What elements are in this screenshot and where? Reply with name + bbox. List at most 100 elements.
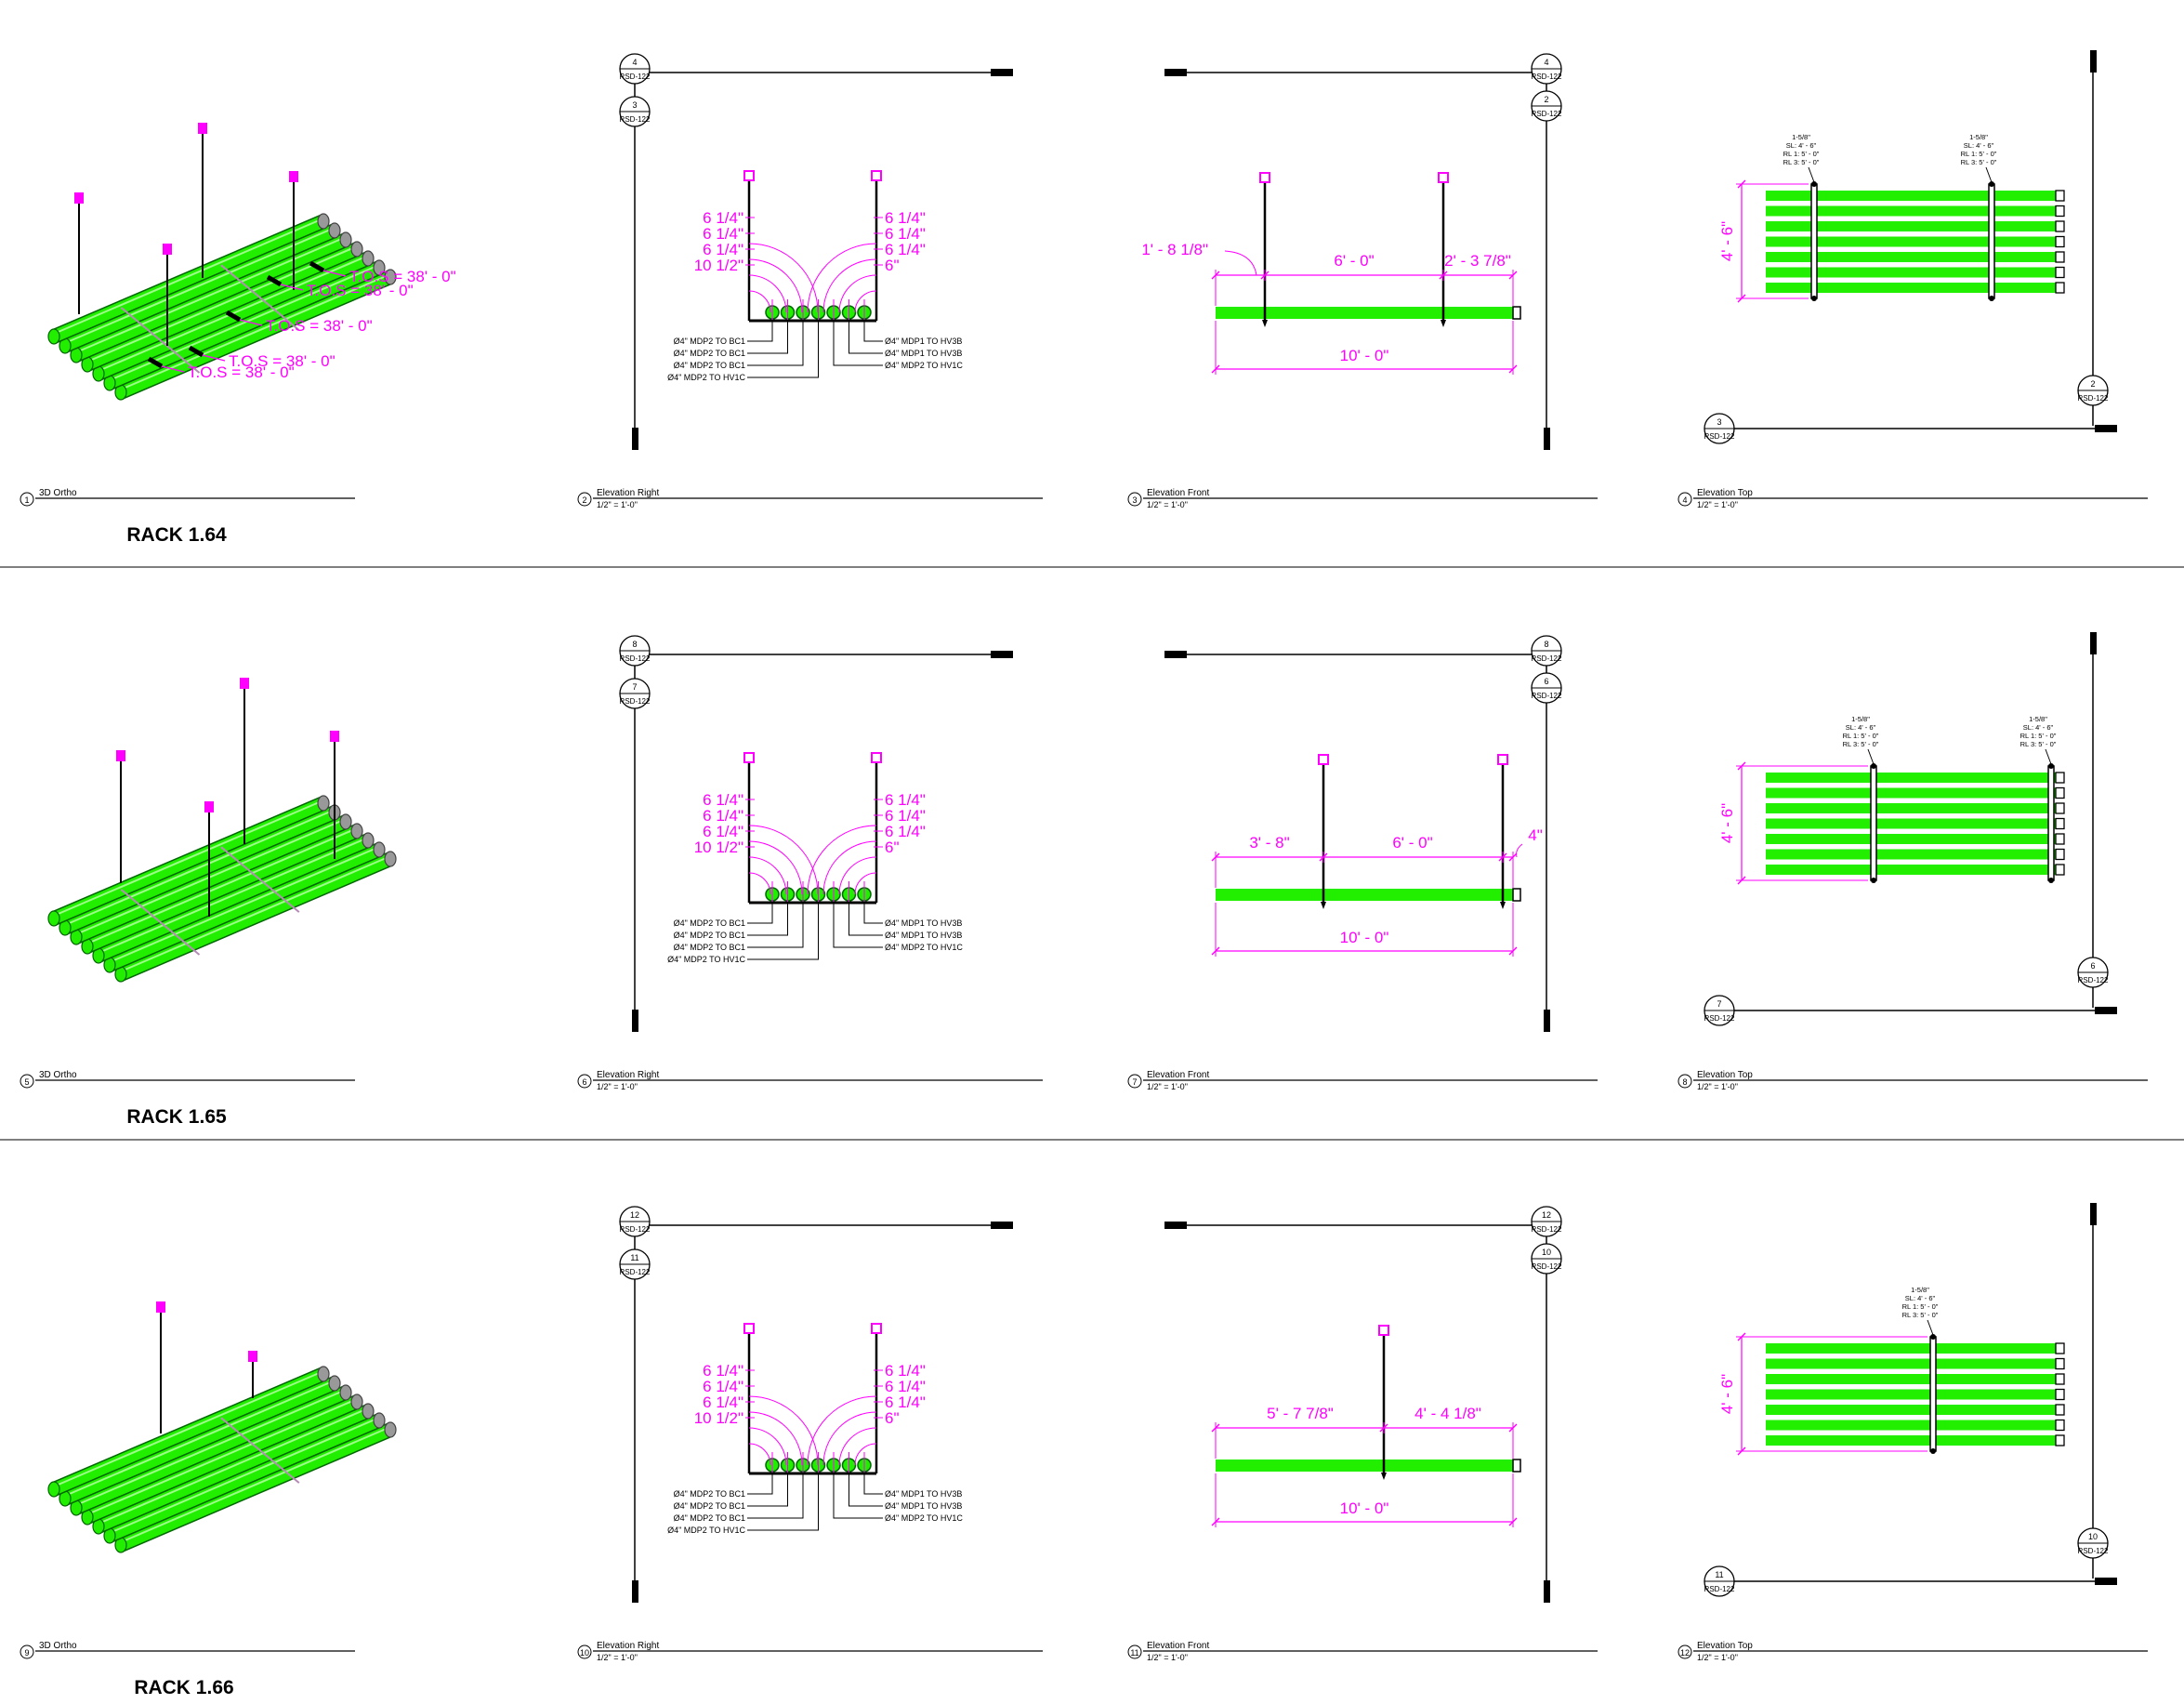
section-tag: 12 RSD-122 xyxy=(1531,1206,1562,1237)
section-tag-number: 6 xyxy=(2090,961,2095,971)
dimension-text: 6 1/4" xyxy=(885,225,926,243)
pipe-plan-end xyxy=(2055,802,2065,814)
section-line-end xyxy=(632,428,638,450)
strut-note: SL: 4' - 6" xyxy=(1846,723,1876,732)
view-number: 6 xyxy=(582,1077,586,1087)
pipe-highlight xyxy=(120,1426,391,1543)
dim-tick xyxy=(1211,852,1220,862)
view-name: Elevation Top xyxy=(1697,488,1753,498)
pipe-plan-end xyxy=(2055,282,2065,294)
view-number: 4 xyxy=(1682,495,1687,505)
dimension-arc xyxy=(854,872,877,895)
section-arrow-head xyxy=(1164,651,1187,658)
pipe-end-cap xyxy=(384,1421,397,1438)
pipe-label-leader xyxy=(849,902,883,936)
dimension-text: 6 1/4" xyxy=(703,241,743,258)
strut-note: RL 3: 5' - 0" xyxy=(1783,158,1820,166)
rack-title: RACK 1.65 xyxy=(126,1106,227,1128)
rod-anchor xyxy=(1318,754,1329,765)
pipe-end-cap xyxy=(317,213,330,230)
pipe-label-leader xyxy=(833,1473,883,1519)
view-number: 9 xyxy=(24,1648,29,1658)
pipe-label-leader xyxy=(747,320,804,366)
dimension-text: 4' - 6" xyxy=(1718,803,1736,843)
pipe-body xyxy=(96,835,371,961)
pipe-label-leader xyxy=(747,320,788,354)
pipe-label: Ø4" MDP2 TO BC1 xyxy=(674,931,745,940)
rod-anchor xyxy=(240,678,249,689)
pipe-plan xyxy=(1766,221,2056,231)
section-arrow-head xyxy=(2095,425,2117,432)
strut-note-leader xyxy=(1808,166,1815,183)
view-number: 11 xyxy=(1130,1648,1138,1658)
view-number: 8 xyxy=(1682,1077,1687,1087)
dimension-text-total: 10' - 0" xyxy=(1340,1499,1389,1517)
rod-anchor xyxy=(743,170,755,181)
pipe-highlight xyxy=(109,846,380,963)
view-number-circle xyxy=(1677,492,1692,507)
pipe-plan-end xyxy=(2055,864,2065,876)
pipe-elevation xyxy=(1216,1460,1513,1472)
section-line-end xyxy=(2090,632,2097,654)
dimension-arc xyxy=(807,825,877,895)
tos-leader xyxy=(161,365,185,373)
strut-plan xyxy=(1810,183,1818,299)
dim-tick xyxy=(1211,364,1220,374)
pipe-end-cap xyxy=(328,1375,341,1392)
rod-anchor xyxy=(116,750,125,761)
dim-tick xyxy=(1211,271,1220,280)
rod-tip xyxy=(1441,320,1446,327)
dimension-arc xyxy=(748,243,819,313)
view-number-circle xyxy=(1127,492,1142,507)
pipe-plan-end xyxy=(2055,1419,2065,1432)
rod-anchor xyxy=(163,244,172,255)
dimension-text: 4' - 6" xyxy=(1718,221,1736,261)
pipe-label: Ø4" MDP2 TO BC1 xyxy=(674,1489,745,1499)
strut-note: 1-5/8" xyxy=(1969,133,1988,141)
pipe-plan-end xyxy=(2055,848,2065,861)
pipe-label-leader xyxy=(833,320,883,366)
strut-note: RL 1: 5' - 0" xyxy=(1902,1302,1939,1311)
pipe-label-leader xyxy=(849,320,883,354)
pipe-label: Ø4" MDP2 TO HV1C xyxy=(667,1526,745,1535)
rod-tip xyxy=(1381,1473,1387,1480)
section-tag-sheet-ref: RSD-122 xyxy=(2078,976,2109,984)
view-name: Elevation Right xyxy=(597,1070,659,1080)
strut-rod xyxy=(2048,763,2054,769)
pipe-end-cap xyxy=(384,269,397,285)
pipe-end-flange xyxy=(1512,306,1521,320)
pipe-label: Ø4" MDP2 TO HV1C xyxy=(667,373,745,382)
tos-leader xyxy=(202,354,226,362)
view-name: Elevation Front xyxy=(1147,1070,1209,1080)
dimension-text: 3' - 8" xyxy=(1249,834,1289,852)
pipe-end-flange xyxy=(1512,1459,1521,1473)
pipe-label-leader xyxy=(863,320,883,342)
dimension-arc xyxy=(822,1411,877,1466)
pipe-label: Ø4" MDP1 TO HV3B xyxy=(885,931,962,940)
dimension-text: 6 1/4" xyxy=(885,791,926,809)
strut-rod xyxy=(1811,296,1817,301)
pipe-label-leader xyxy=(863,902,883,924)
dim-tick xyxy=(1211,1423,1220,1433)
pipe-label: Ø4" MDP2 TO BC1 xyxy=(674,1513,745,1523)
strut-note: RL 1: 5' - 0" xyxy=(1783,150,1820,158)
dimension-arc xyxy=(838,856,877,895)
pipe-label: Ø4" MDP2 TO HV1C xyxy=(667,955,745,964)
pipe-plan xyxy=(1766,1389,2056,1400)
pipe-label: Ø4" MDP2 TO HV1C xyxy=(885,361,963,370)
section-tag-sheet-ref: RSD-122 xyxy=(620,115,651,124)
strut-dashed xyxy=(220,1417,300,1484)
pipe-highlight xyxy=(86,1398,358,1515)
pipe-plan xyxy=(1766,236,2056,247)
strut-note: 1-5/8" xyxy=(1911,1286,1929,1294)
tos-bracket xyxy=(147,356,164,369)
pipe-plan xyxy=(1766,787,2056,799)
strut-plan xyxy=(2047,765,2055,881)
pipe-label-leader xyxy=(863,1473,883,1495)
pipe-body xyxy=(118,853,393,980)
dimension-arc xyxy=(748,1427,787,1466)
dimension-arc xyxy=(822,258,877,313)
pipe-end-cap xyxy=(328,222,341,239)
pipe-plan xyxy=(1766,834,2056,844)
strut-plan xyxy=(1929,1336,1937,1452)
